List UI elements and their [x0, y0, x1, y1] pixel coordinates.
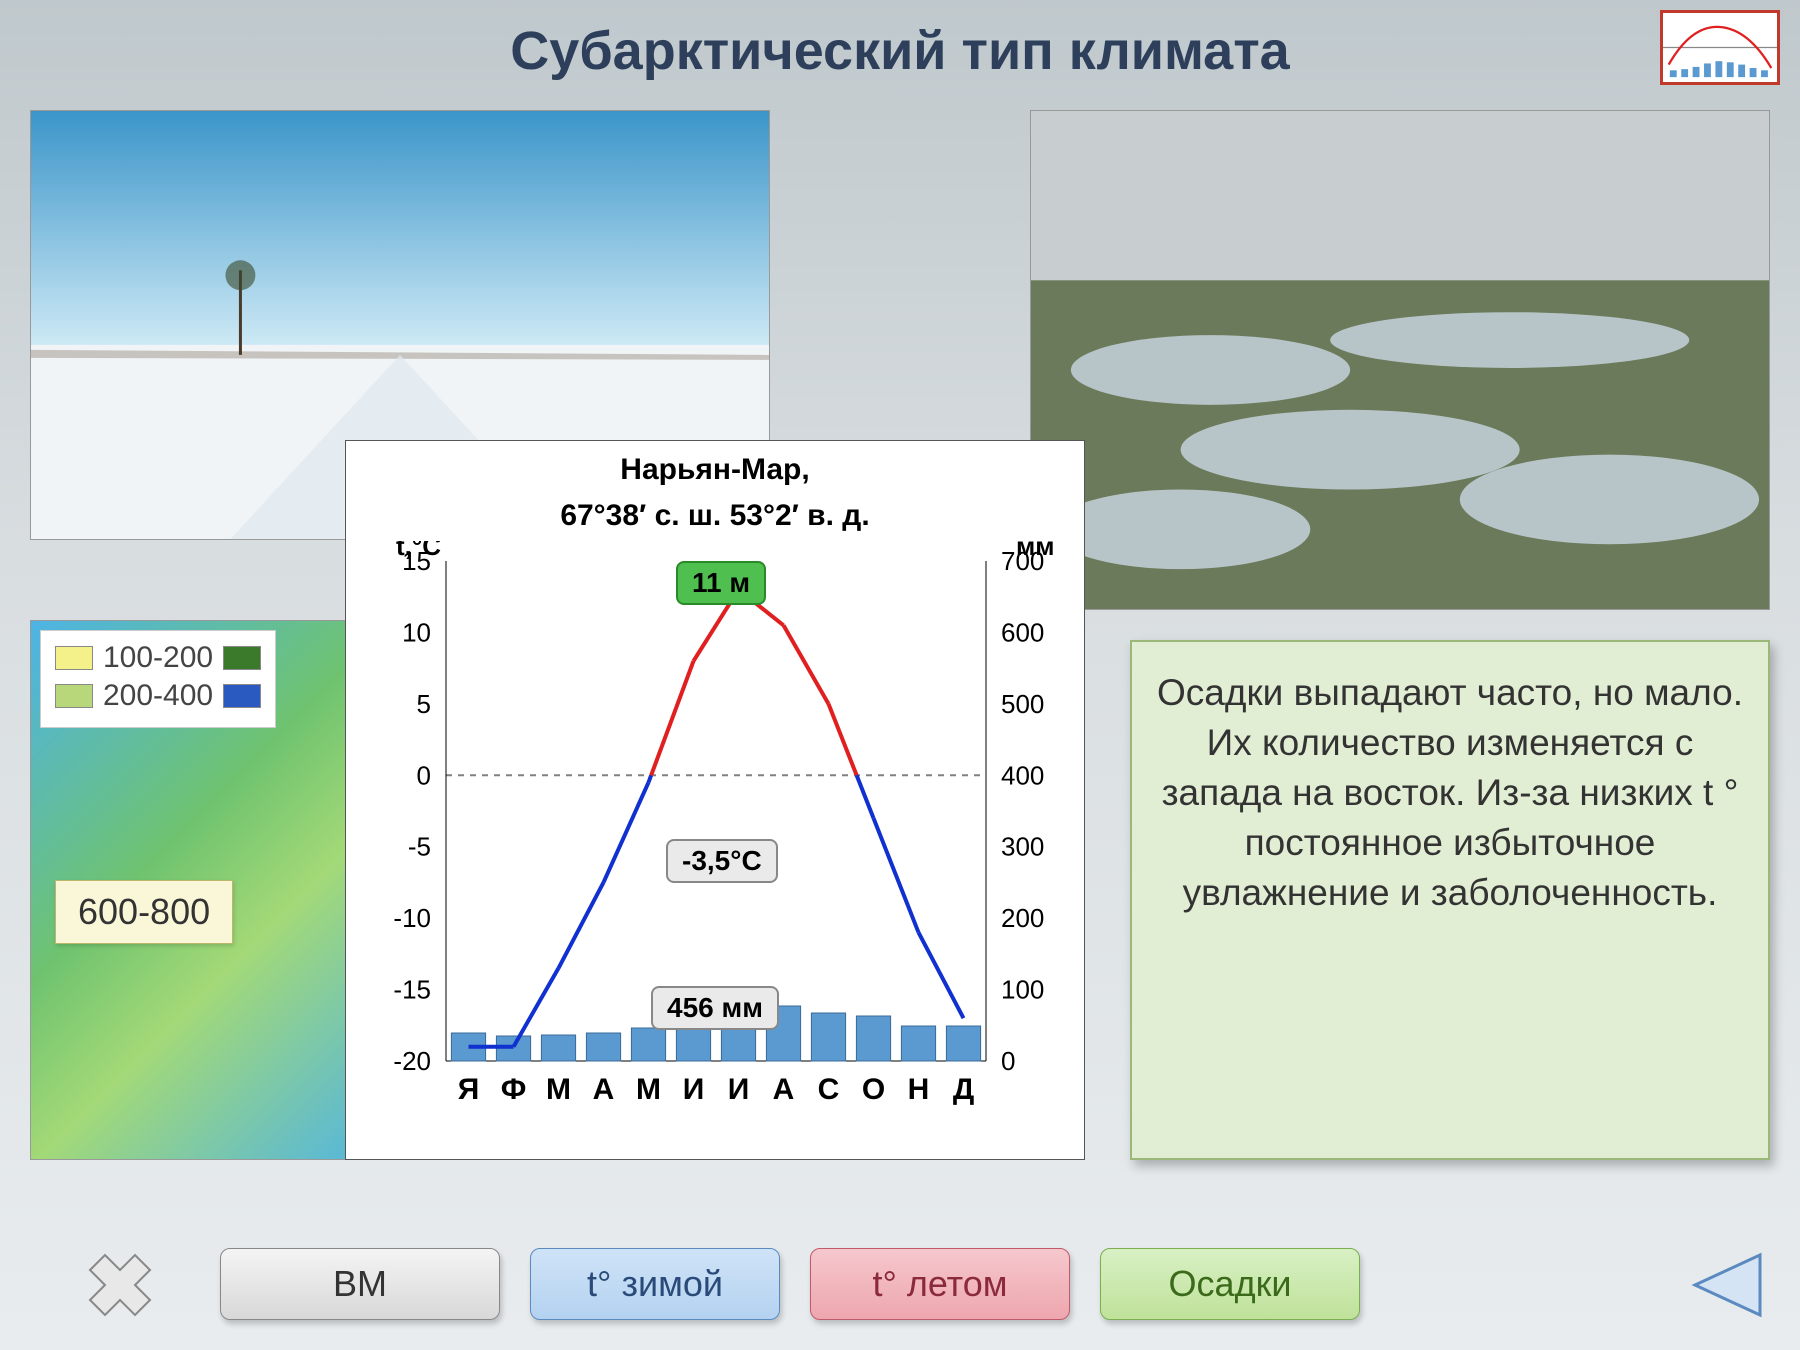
svg-text:15: 15: [402, 546, 431, 576]
mini-chart-thumbnail: [1660, 10, 1780, 85]
svg-text:-20: -20: [393, 1046, 431, 1076]
climograph-chart: Нарьян-Мар, 67°38′ с. ш. 53°2′ в. д. t,°…: [345, 440, 1085, 1160]
temp-winter-button[interactable]: t° зимой: [530, 1248, 780, 1320]
svg-text:С: С: [818, 1073, 840, 1106]
svg-text:-15: -15: [393, 975, 431, 1005]
svg-text:Д: Д: [953, 1073, 974, 1106]
svg-text:200: 200: [1001, 903, 1044, 933]
button-row: ВМ t° зимой t° летом Осадки: [220, 1248, 1760, 1320]
legend-label: 100-200: [103, 641, 213, 675]
svg-text:600: 600: [1001, 617, 1044, 647]
map-legend: 100-200 200-400: [40, 630, 276, 728]
legend-swatch: [55, 646, 93, 670]
info-text-box: Осадки выпадают часто, но мало. Их колич…: [1130, 640, 1770, 1160]
svg-text:Я: Я: [458, 1073, 480, 1106]
precip-button[interactable]: Осадки: [1100, 1248, 1360, 1320]
svg-text:А: А: [773, 1073, 795, 1106]
sum-precip-badge: 456 мм: [651, 986, 779, 1030]
close-icon[interactable]: [80, 1245, 160, 1325]
svg-text:Ф: Ф: [501, 1073, 527, 1106]
legend-swatch: [223, 684, 261, 708]
svg-text:И: И: [683, 1073, 705, 1106]
photo-summer-wetland: [1030, 110, 1770, 610]
svg-text:-10: -10: [393, 903, 431, 933]
page-title: Субарктический тип климата: [0, 20, 1800, 82]
svg-text:100: 100: [1001, 975, 1044, 1005]
svg-text:-5: -5: [408, 832, 431, 862]
legend-swatch: [55, 684, 93, 708]
svg-text:300: 300: [1001, 832, 1044, 862]
back-arrow-icon[interactable]: [1685, 1250, 1765, 1320]
svg-text:700: 700: [1001, 546, 1044, 576]
svg-text:400: 400: [1001, 760, 1044, 790]
legend-label: 200-400: [103, 679, 213, 713]
chart-title-line1: Нарьян-Мар,: [346, 441, 1084, 487]
map-value-badge: 600-800: [55, 880, 233, 944]
svg-text:Н: Н: [908, 1073, 930, 1106]
svg-text:И: И: [728, 1073, 750, 1106]
vm-button[interactable]: ВМ: [220, 1248, 500, 1320]
svg-text:0: 0: [417, 760, 431, 790]
svg-text:10: 10: [402, 617, 431, 647]
svg-text:0: 0: [1001, 1046, 1015, 1076]
altitude-badge: 11 м: [676, 561, 766, 605]
legend-row: 100-200: [55, 641, 261, 675]
legend-row: 200-400: [55, 679, 261, 713]
svg-text:5: 5: [417, 689, 431, 719]
svg-text:500: 500: [1001, 689, 1044, 719]
svg-text:М: М: [636, 1073, 661, 1106]
svg-text:О: О: [862, 1073, 885, 1106]
legend-swatch: [223, 646, 261, 670]
temp-summer-button[interactable]: t° летом: [810, 1248, 1070, 1320]
svg-text:М: М: [546, 1073, 571, 1106]
avg-temp-badge: -3,5°C: [666, 839, 778, 883]
chart-title-line2: 67°38′ с. ш. 53°2′ в. д.: [346, 487, 1084, 533]
svg-text:А: А: [593, 1073, 615, 1106]
